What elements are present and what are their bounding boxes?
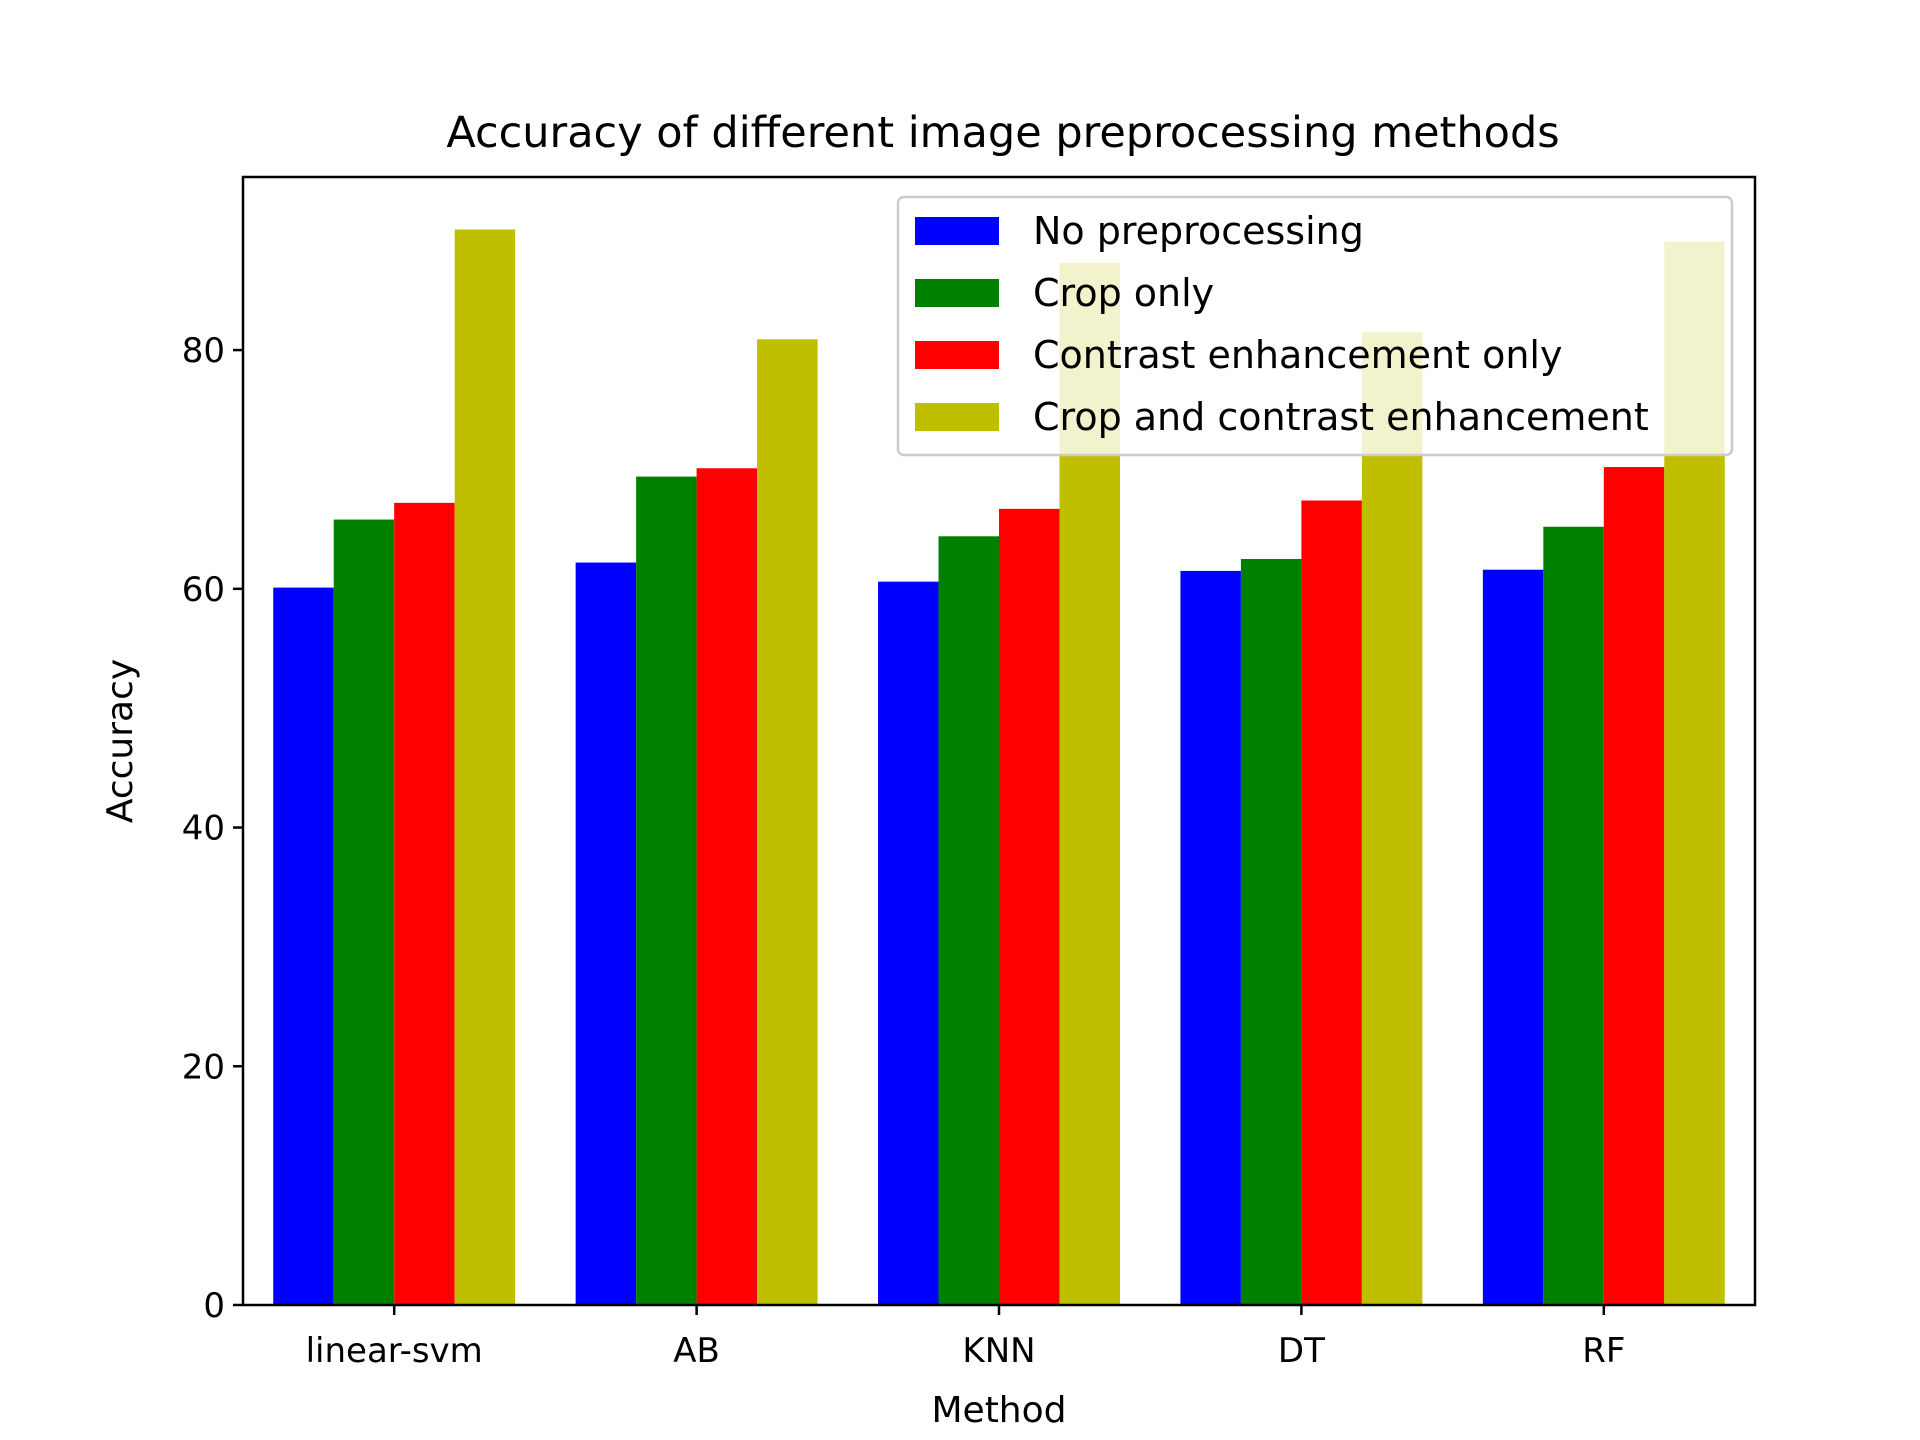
legend-swatch-3	[915, 403, 999, 431]
bar-1-4	[1543, 526, 1604, 1305]
legend-swatch-0	[915, 217, 999, 245]
legend-label-2: Contrast enhancement only	[1033, 333, 1562, 377]
legend-label-1: Crop only	[1033, 271, 1214, 315]
x-tick-label-2: KNN	[962, 1331, 1035, 1371]
bar-2-2	[999, 508, 1060, 1305]
legend-swatch-1	[915, 279, 999, 307]
bar-0-2	[878, 581, 939, 1305]
y-tick-label-3: 60	[182, 570, 225, 610]
bar-0-4	[1482, 569, 1544, 1305]
bar-0-0	[273, 587, 334, 1305]
bar-2-0	[394, 502, 455, 1305]
bar-2-3	[1301, 500, 1362, 1305]
bar-3-0	[454, 229, 516, 1305]
bar-0-1	[575, 562, 637, 1305]
bar-2-4	[1603, 467, 1665, 1305]
x-tick-label-0: linear-svm	[306, 1331, 483, 1371]
bar-0-3	[1180, 570, 1241, 1305]
legend-frame	[896, 195, 1734, 457]
legend-label-3: Crop and contrast enhancement	[1033, 395, 1649, 439]
x-tick-label-4: RF	[1582, 1331, 1625, 1371]
y-axis-label: Accuracy	[100, 659, 141, 823]
bar-2-1	[696, 468, 758, 1305]
x-tick-label-1: AB	[673, 1331, 720, 1371]
bar-1-2	[938, 536, 999, 1305]
y-tick-label-2: 40	[182, 809, 225, 849]
x-axis: linear-svm AB KNN DT RF	[306, 1305, 1625, 1371]
bars-group	[273, 229, 1725, 1306]
y-tick-label-0: 0	[203, 1286, 225, 1326]
chart-title: Accuracy of different image preprocessin…	[446, 108, 1559, 158]
y-axis: 0 20 40 60 80	[182, 331, 243, 1326]
legend: No preprocessing Crop only Contrast enhanc…	[896, 195, 1734, 457]
bar-1-0	[333, 519, 395, 1305]
bar-3-3	[1361, 332, 1423, 1306]
x-tick-label-3: DT	[1278, 1331, 1325, 1371]
bar-1-1	[636, 476, 697, 1306]
x-axis-label: Method	[931, 1390, 1066, 1431]
y-tick-label-4: 80	[182, 331, 225, 371]
bar-1-3	[1240, 558, 1302, 1305]
y-tick-label-1: 20	[182, 1047, 225, 1087]
legend-swatch-2	[915, 341, 999, 369]
legend-label-0: No preprocessing	[1033, 209, 1364, 253]
bar-3-1	[757, 339, 818, 1305]
